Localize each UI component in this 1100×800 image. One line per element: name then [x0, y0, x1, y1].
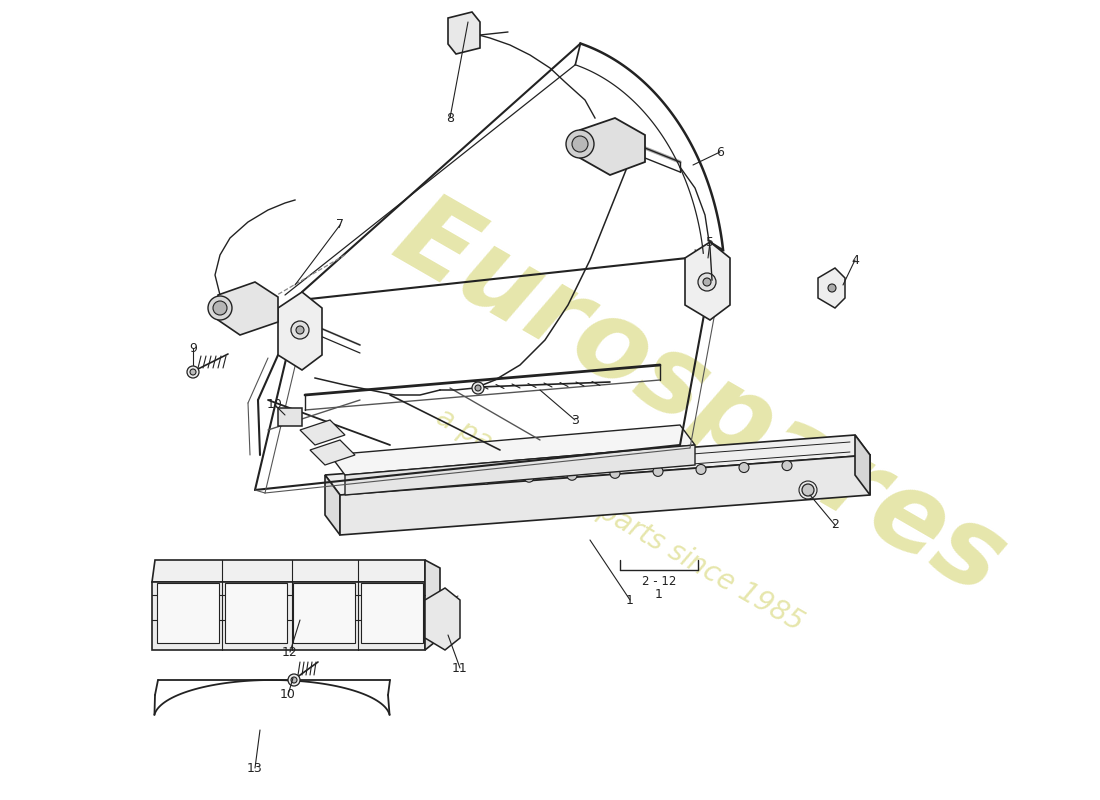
Text: 10: 10 [267, 398, 283, 411]
Circle shape [802, 484, 814, 496]
Text: 7: 7 [336, 218, 344, 231]
Text: 10: 10 [280, 689, 296, 702]
Circle shape [698, 273, 716, 291]
Circle shape [292, 321, 309, 339]
Polygon shape [152, 560, 425, 582]
Circle shape [288, 674, 300, 686]
Polygon shape [818, 268, 845, 308]
Circle shape [610, 468, 620, 478]
Bar [361, 583, 424, 643]
Bar [278, 408, 303, 426]
Text: 11: 11 [452, 662, 468, 674]
Circle shape [524, 472, 534, 482]
Polygon shape [152, 582, 425, 650]
Text: 2 - 12: 2 - 12 [641, 575, 676, 588]
Circle shape [828, 284, 836, 292]
Text: 1: 1 [656, 588, 663, 601]
Polygon shape [685, 242, 730, 320]
Circle shape [438, 476, 448, 486]
Polygon shape [340, 455, 870, 535]
Polygon shape [324, 475, 340, 535]
Polygon shape [448, 12, 480, 54]
Bar [293, 583, 355, 643]
Text: 9: 9 [189, 342, 197, 354]
Polygon shape [324, 435, 870, 495]
Circle shape [696, 465, 706, 474]
Polygon shape [580, 118, 645, 175]
Text: Eurospares: Eurospares [376, 182, 1023, 618]
Text: 6: 6 [716, 146, 724, 158]
Circle shape [572, 136, 588, 152]
Text: 12: 12 [282, 646, 298, 658]
Circle shape [187, 366, 199, 378]
Text: 3: 3 [571, 414, 579, 426]
Circle shape [566, 130, 594, 158]
Circle shape [481, 474, 491, 484]
Polygon shape [310, 440, 355, 465]
Text: 5: 5 [706, 235, 714, 249]
Text: 8: 8 [446, 111, 454, 125]
Bar [226, 583, 287, 643]
Circle shape [292, 677, 297, 683]
Circle shape [653, 466, 663, 476]
Text: 4: 4 [851, 254, 859, 266]
Circle shape [190, 369, 196, 375]
Polygon shape [330, 425, 695, 475]
Polygon shape [300, 420, 345, 445]
Bar [157, 583, 219, 643]
Circle shape [566, 470, 578, 480]
Text: 13: 13 [248, 762, 263, 774]
Circle shape [395, 478, 405, 488]
Text: 1: 1 [626, 594, 634, 606]
Polygon shape [425, 560, 440, 650]
Circle shape [472, 382, 484, 394]
Circle shape [208, 296, 232, 320]
Polygon shape [345, 445, 695, 495]
Circle shape [296, 326, 304, 334]
Circle shape [703, 278, 711, 286]
Circle shape [739, 462, 749, 473]
Polygon shape [855, 435, 870, 495]
Text: 2: 2 [832, 518, 839, 531]
Circle shape [213, 301, 227, 315]
Polygon shape [425, 588, 460, 650]
Circle shape [475, 385, 481, 391]
Polygon shape [218, 282, 278, 335]
Text: a passion for parts since 1985: a passion for parts since 1985 [431, 403, 808, 637]
Polygon shape [278, 292, 322, 370]
Circle shape [782, 461, 792, 470]
